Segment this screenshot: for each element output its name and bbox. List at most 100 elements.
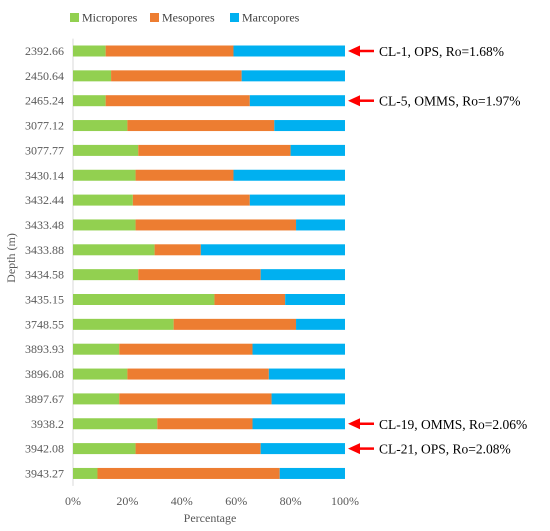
bar-micropores-2465.24 [73, 95, 106, 107]
legend-label-marcopores: Marcopores [242, 11, 300, 25]
annotation-3938.2: CL-19, OMMS, Ro=2.06% [348, 417, 527, 432]
bar-mesopores-2465.24 [105, 95, 250, 107]
annotation-2392.66: CL-1, OPS, Ro=1.68% [348, 44, 504, 59]
annotation-arrow-head [348, 443, 360, 455]
annotation-label: CL-1, OPS, Ro=1.68% [379, 44, 504, 59]
annotation-2465.24: CL-5, OMMS, Ro=1.97% [348, 94, 521, 109]
bar-marcopores-3897.67 [271, 393, 345, 405]
y-axis-title: Depth (m) [4, 233, 18, 283]
x-tick-label: 60% [225, 494, 247, 508]
y-tick-label: 3077.77 [25, 143, 64, 157]
bar-mesopores-3435.15 [214, 294, 286, 305]
bar-micropores-3435.15 [73, 294, 215, 305]
bar-micropores-3430.14 [73, 169, 136, 181]
annotation-arrow-head [348, 45, 360, 57]
x-tick-label: 40% [171, 494, 193, 508]
legend-swatch-mesopores [150, 13, 159, 22]
bar-micropores-3938.2 [73, 418, 158, 430]
bar-micropores-3896.08 [73, 368, 128, 380]
bar-mesopores-3433.88 [154, 244, 201, 256]
x-tick-label: 80% [280, 494, 302, 508]
bar-mesopores-3434.58 [138, 269, 261, 281]
annotation-label: CL-5, OMMS, Ro=1.97% [379, 94, 521, 109]
bar-micropores-3077.77 [73, 144, 139, 156]
bar-marcopores-3943.27 [279, 467, 345, 479]
bar-mesopores-3893.93 [119, 343, 253, 355]
y-tick-label: 2450.64 [25, 69, 64, 83]
annotation-label: CL-19, OMMS, Ro=2.06% [379, 417, 527, 432]
y-tick-label: 3430.14 [25, 168, 64, 182]
bar-marcopores-3432.44 [249, 194, 345, 206]
bar-micropores-3433.48 [73, 219, 136, 231]
y-tick-label: 3432.44 [25, 193, 64, 207]
bar-marcopores-3435.15 [285, 294, 345, 305]
bar-marcopores-3938.2 [252, 418, 345, 430]
bar-mesopores-2450.64 [111, 70, 242, 82]
y-tick-label: 3943.27 [25, 466, 64, 480]
bar-marcopores-3893.93 [252, 343, 345, 355]
bar-marcopores-2450.64 [241, 70, 345, 82]
bar-micropores-3893.93 [73, 343, 120, 355]
annotation-3942.08: CL-21, OPS, Ro=2.08% [348, 442, 511, 457]
y-tick-label: 3893.93 [25, 342, 64, 356]
bar-mesopores-3077.12 [127, 120, 275, 132]
y-tick-label: 3896.08 [25, 367, 64, 381]
bar-mesopores-3430.14 [135, 169, 234, 181]
y-tick-label: 3897.67 [25, 392, 64, 406]
annotations: CL-1, OPS, Ro=1.68% CL-5, OMMS, Ro=1.97% C… [348, 44, 527, 457]
bar-mesopores-3938.2 [157, 418, 253, 430]
y-tick-label: 3435.15 [25, 293, 64, 307]
bar-micropores-3434.58 [73, 269, 139, 281]
bar-micropores-2450.64 [73, 70, 112, 82]
bar-marcopores-3433.48 [296, 219, 345, 231]
bar-micropores-3943.27 [73, 467, 98, 479]
legend-swatch-marcopores [230, 13, 239, 22]
x-axis: 0% 20% 40% 60% 80% 100% [65, 494, 359, 508]
x-tick-label: 100% [331, 494, 359, 508]
bar-micropores-3942.08 [73, 443, 136, 455]
bar-marcopores-3748.55 [296, 318, 345, 330]
bar-mesopores-3077.77 [138, 144, 291, 156]
annotation-label: CL-21, OPS, Ro=2.08% [379, 442, 511, 457]
y-tick-label: 3433.48 [25, 218, 64, 232]
bar-marcopores-3942.08 [260, 443, 345, 455]
bar-mesopores-2392.66 [105, 45, 234, 57]
bar-marcopores-3077.12 [274, 120, 345, 132]
bar-mesopores-3943.27 [97, 467, 280, 479]
legend-label-mesopores: Mesopores [162, 11, 215, 25]
annotation-arrow-head [348, 418, 360, 430]
bar-marcopores-3434.58 [260, 269, 345, 281]
bar-mesopores-3433.48 [135, 219, 297, 231]
bar-marcopores-3433.88 [200, 244, 345, 256]
bar-mesopores-3896.08 [127, 368, 269, 380]
y-tick-label: 3434.58 [25, 268, 64, 282]
bar-micropores-3897.67 [73, 393, 120, 405]
bar-micropores-3748.55 [73, 318, 174, 330]
y-tick-label: 3748.55 [25, 317, 64, 331]
bar-micropores-3077.12 [73, 120, 128, 132]
bar-marcopores-2392.66 [233, 45, 345, 57]
bar-marcopores-3077.77 [290, 144, 345, 156]
y-tick-label: 3077.12 [25, 119, 64, 133]
bar-marcopores-2465.24 [249, 95, 345, 107]
bar-mesopores-3432.44 [132, 194, 250, 206]
x-tick-label: 0% [65, 494, 81, 508]
bar-micropores-3432.44 [73, 194, 133, 206]
legend-swatch-micropores [70, 13, 79, 22]
bar-micropores-3433.88 [73, 244, 155, 256]
legend-label-micropores: Micropores [82, 11, 138, 25]
bar-micropores-2392.66 [73, 45, 106, 57]
x-axis-title: Percentage [184, 511, 237, 525]
bars [73, 45, 345, 479]
y-axis: 2392.66 2450.64 2465.24 3077.12 3077.77 3430.… [25, 38, 74, 486]
y-tick-label: 3942.08 [25, 442, 64, 456]
y-tick-label: 2465.24 [25, 94, 64, 108]
bar-mesopores-3942.08 [135, 443, 261, 455]
y-tick-label: 2392.66 [25, 44, 64, 58]
y-tick-label: 3433.88 [25, 243, 64, 257]
annotation-arrow-head [348, 95, 360, 107]
bar-mesopores-3897.67 [119, 393, 272, 405]
legend: Micropores Mesopores Marcopores [70, 11, 300, 25]
bar-marcopores-3430.14 [233, 169, 345, 181]
x-tick-label: 20% [116, 494, 138, 508]
